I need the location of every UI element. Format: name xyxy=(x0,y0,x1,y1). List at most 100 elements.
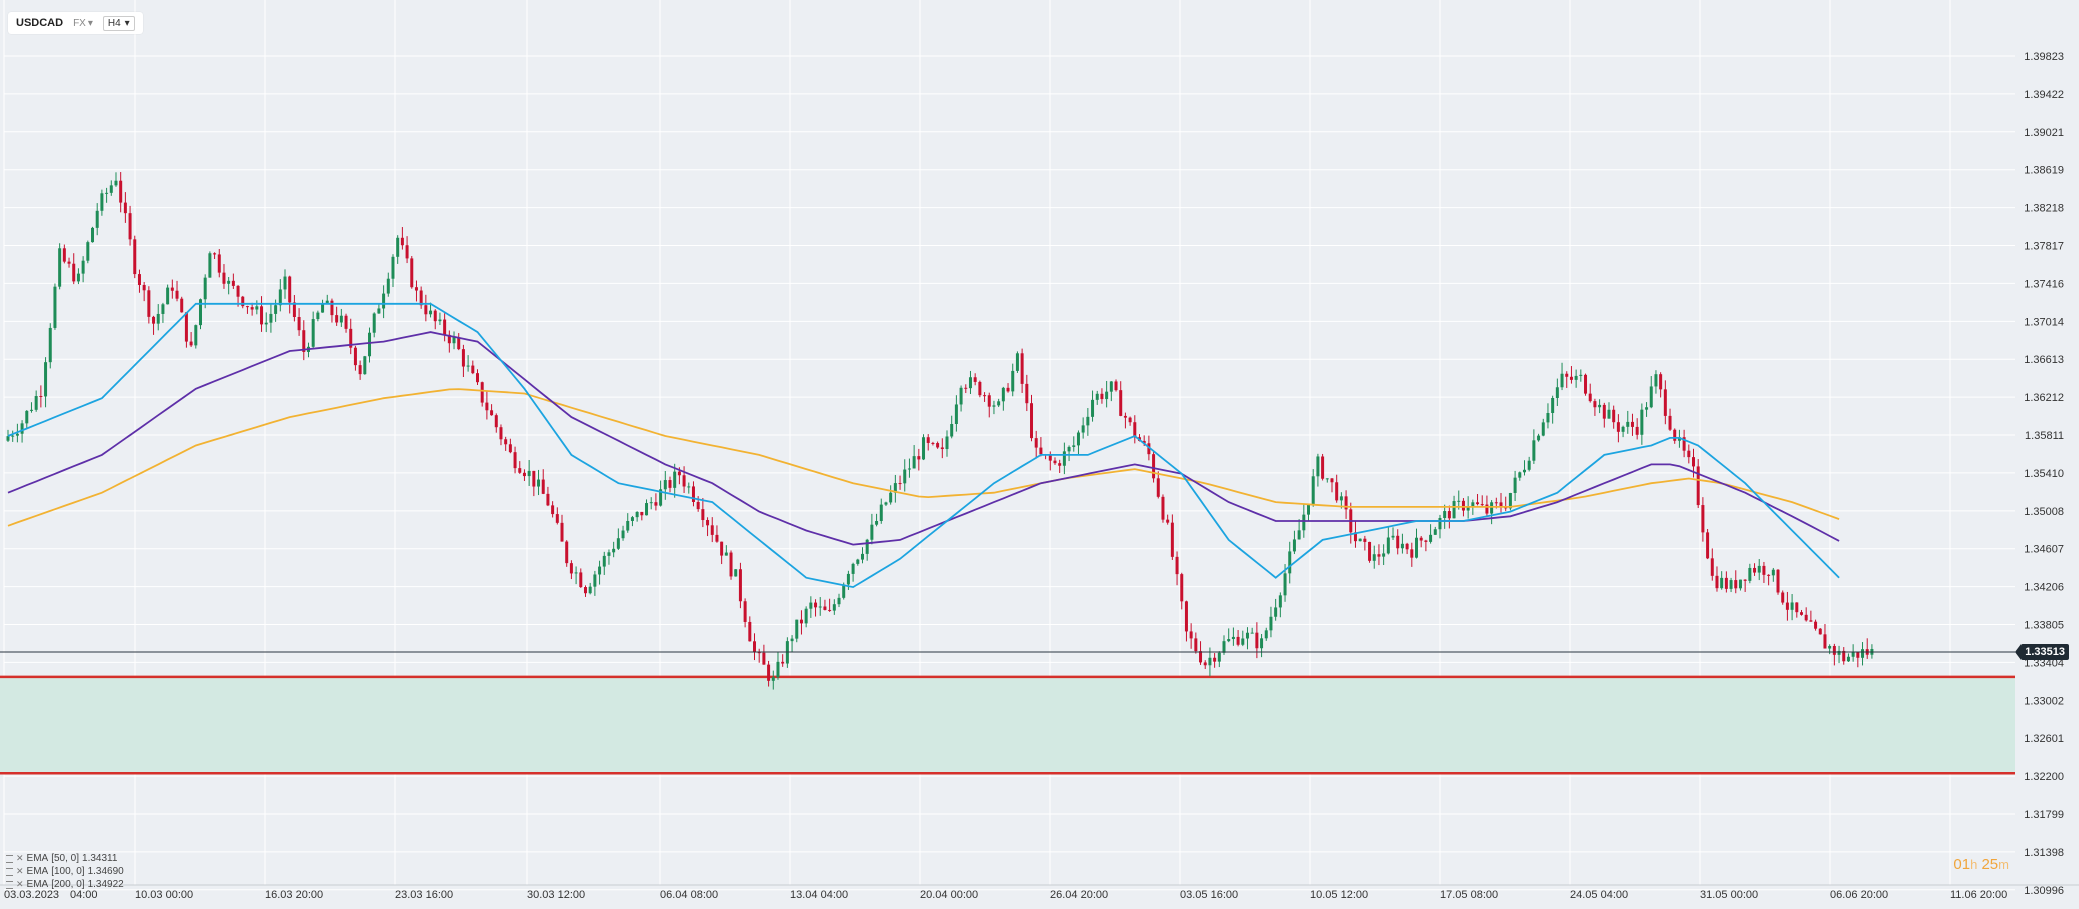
candle-body xyxy=(11,435,15,437)
symbol-name[interactable]: USDCAD xyxy=(16,17,64,29)
candle-body xyxy=(1415,537,1418,558)
candle-body xyxy=(776,661,780,678)
candle-body xyxy=(1560,373,1564,388)
candle-body xyxy=(814,602,818,608)
candle-body xyxy=(1461,500,1465,511)
candle-body xyxy=(1330,478,1334,483)
candle-body xyxy=(846,573,850,585)
time-tick-label: 10.03 00:00 xyxy=(135,889,193,901)
time-tick-label: 16.03 20:00 xyxy=(265,889,323,901)
candle-body xyxy=(1424,540,1428,542)
candle-body xyxy=(217,254,221,273)
candle-body xyxy=(471,365,475,374)
close-icon[interactable]: ✕ xyxy=(16,879,24,889)
candle-body xyxy=(255,306,259,310)
candle-body xyxy=(119,180,123,203)
price-tick-label: 1.38619 xyxy=(2024,165,2064,177)
market-label: FX xyxy=(73,17,86,29)
legend-ema200[interactable]: ✕ EMA [200, 0] 1.34922 xyxy=(6,878,124,891)
candle-body xyxy=(1790,602,1794,610)
price-tick-label: 1.37817 xyxy=(2024,240,2064,252)
candle-body xyxy=(48,327,52,363)
candle-body xyxy=(278,289,282,306)
candle-body xyxy=(964,387,968,389)
candle-body xyxy=(579,572,583,588)
chevron-down-icon: ▾ xyxy=(87,17,93,29)
candle-body xyxy=(1621,426,1625,432)
candle-body xyxy=(447,334,451,344)
candle-body xyxy=(1626,421,1630,427)
candle-body xyxy=(1565,373,1569,377)
price-tick-label: 1.33404 xyxy=(2024,657,2064,669)
candle-body xyxy=(1663,389,1667,416)
candle-body xyxy=(1231,636,1235,640)
candle-body xyxy=(1067,446,1071,452)
legend-ema100[interactable]: ✕ EMA [100, 0] 1.34690 xyxy=(6,865,124,878)
candle-body xyxy=(532,470,536,487)
candle-body xyxy=(1710,558,1714,576)
legend-label: EMA xyxy=(26,879,49,890)
candle-body xyxy=(513,452,517,469)
time-tick-label: 10.05 12:00 xyxy=(1310,889,1368,901)
candle-body xyxy=(1485,504,1489,514)
candle-body xyxy=(1255,632,1259,649)
time-tick-label: 04:00 xyxy=(70,889,98,901)
candle-body xyxy=(1114,381,1118,391)
timer-minutes-unit: m xyxy=(1998,857,2009,872)
candle-body xyxy=(687,486,691,488)
candle-body xyxy=(616,538,620,549)
candle-body xyxy=(72,263,76,282)
legend-ema50[interactable]: ✕ EMA [50, 0] 1.34311 xyxy=(6,852,124,865)
close-icon[interactable]: ✕ xyxy=(16,853,24,863)
candle-body xyxy=(1245,632,1249,639)
candle-body xyxy=(53,286,57,328)
candle-body xyxy=(133,239,137,275)
candle-body xyxy=(1433,529,1437,535)
candle-body xyxy=(926,437,930,443)
candle-body xyxy=(109,185,113,193)
candle-body xyxy=(1292,539,1296,552)
candle-body xyxy=(1762,565,1766,575)
candle-body xyxy=(1391,535,1395,538)
timer-minutes: 25 xyxy=(1981,856,1999,873)
candle-body xyxy=(696,501,700,510)
price-tick-label: 1.32200 xyxy=(2024,771,2064,783)
price-tick-label: 1.35811 xyxy=(2025,430,2064,442)
candle-body xyxy=(1776,569,1780,593)
candle-body xyxy=(1152,454,1156,479)
candle-body xyxy=(537,479,541,487)
candle-body xyxy=(1217,652,1221,662)
candle-body xyxy=(494,415,498,428)
candle-body xyxy=(790,638,794,642)
candle-body xyxy=(1687,450,1691,458)
candle-body xyxy=(180,298,184,313)
candle-body xyxy=(1203,662,1207,666)
candle-body xyxy=(598,566,602,575)
candle-body xyxy=(865,539,869,554)
candle-body xyxy=(1452,501,1456,519)
timeframe-select[interactable]: H4 ▾ xyxy=(102,15,135,31)
candle-body xyxy=(222,272,226,284)
candle-body xyxy=(645,503,649,516)
close-icon[interactable]: ✕ xyxy=(16,866,24,876)
candle-body xyxy=(917,456,921,460)
candle-body xyxy=(1147,443,1151,455)
list-icon xyxy=(6,867,13,876)
candle-body xyxy=(260,306,264,325)
candle-body xyxy=(701,509,705,521)
candle-body xyxy=(1734,580,1738,589)
candle-body xyxy=(748,621,752,642)
candle-body xyxy=(1072,445,1076,447)
candle-body xyxy=(1527,460,1531,470)
candle-body xyxy=(405,245,409,259)
candle-body xyxy=(677,471,681,476)
candle-body xyxy=(987,395,991,407)
candle-body xyxy=(950,424,954,437)
candle-body xyxy=(1682,437,1686,451)
candle-body xyxy=(1781,592,1785,603)
market-selector[interactable]: FX ▾ xyxy=(73,18,93,29)
candle-body xyxy=(724,552,728,556)
candle-body xyxy=(44,362,48,397)
candle-body xyxy=(940,447,944,450)
